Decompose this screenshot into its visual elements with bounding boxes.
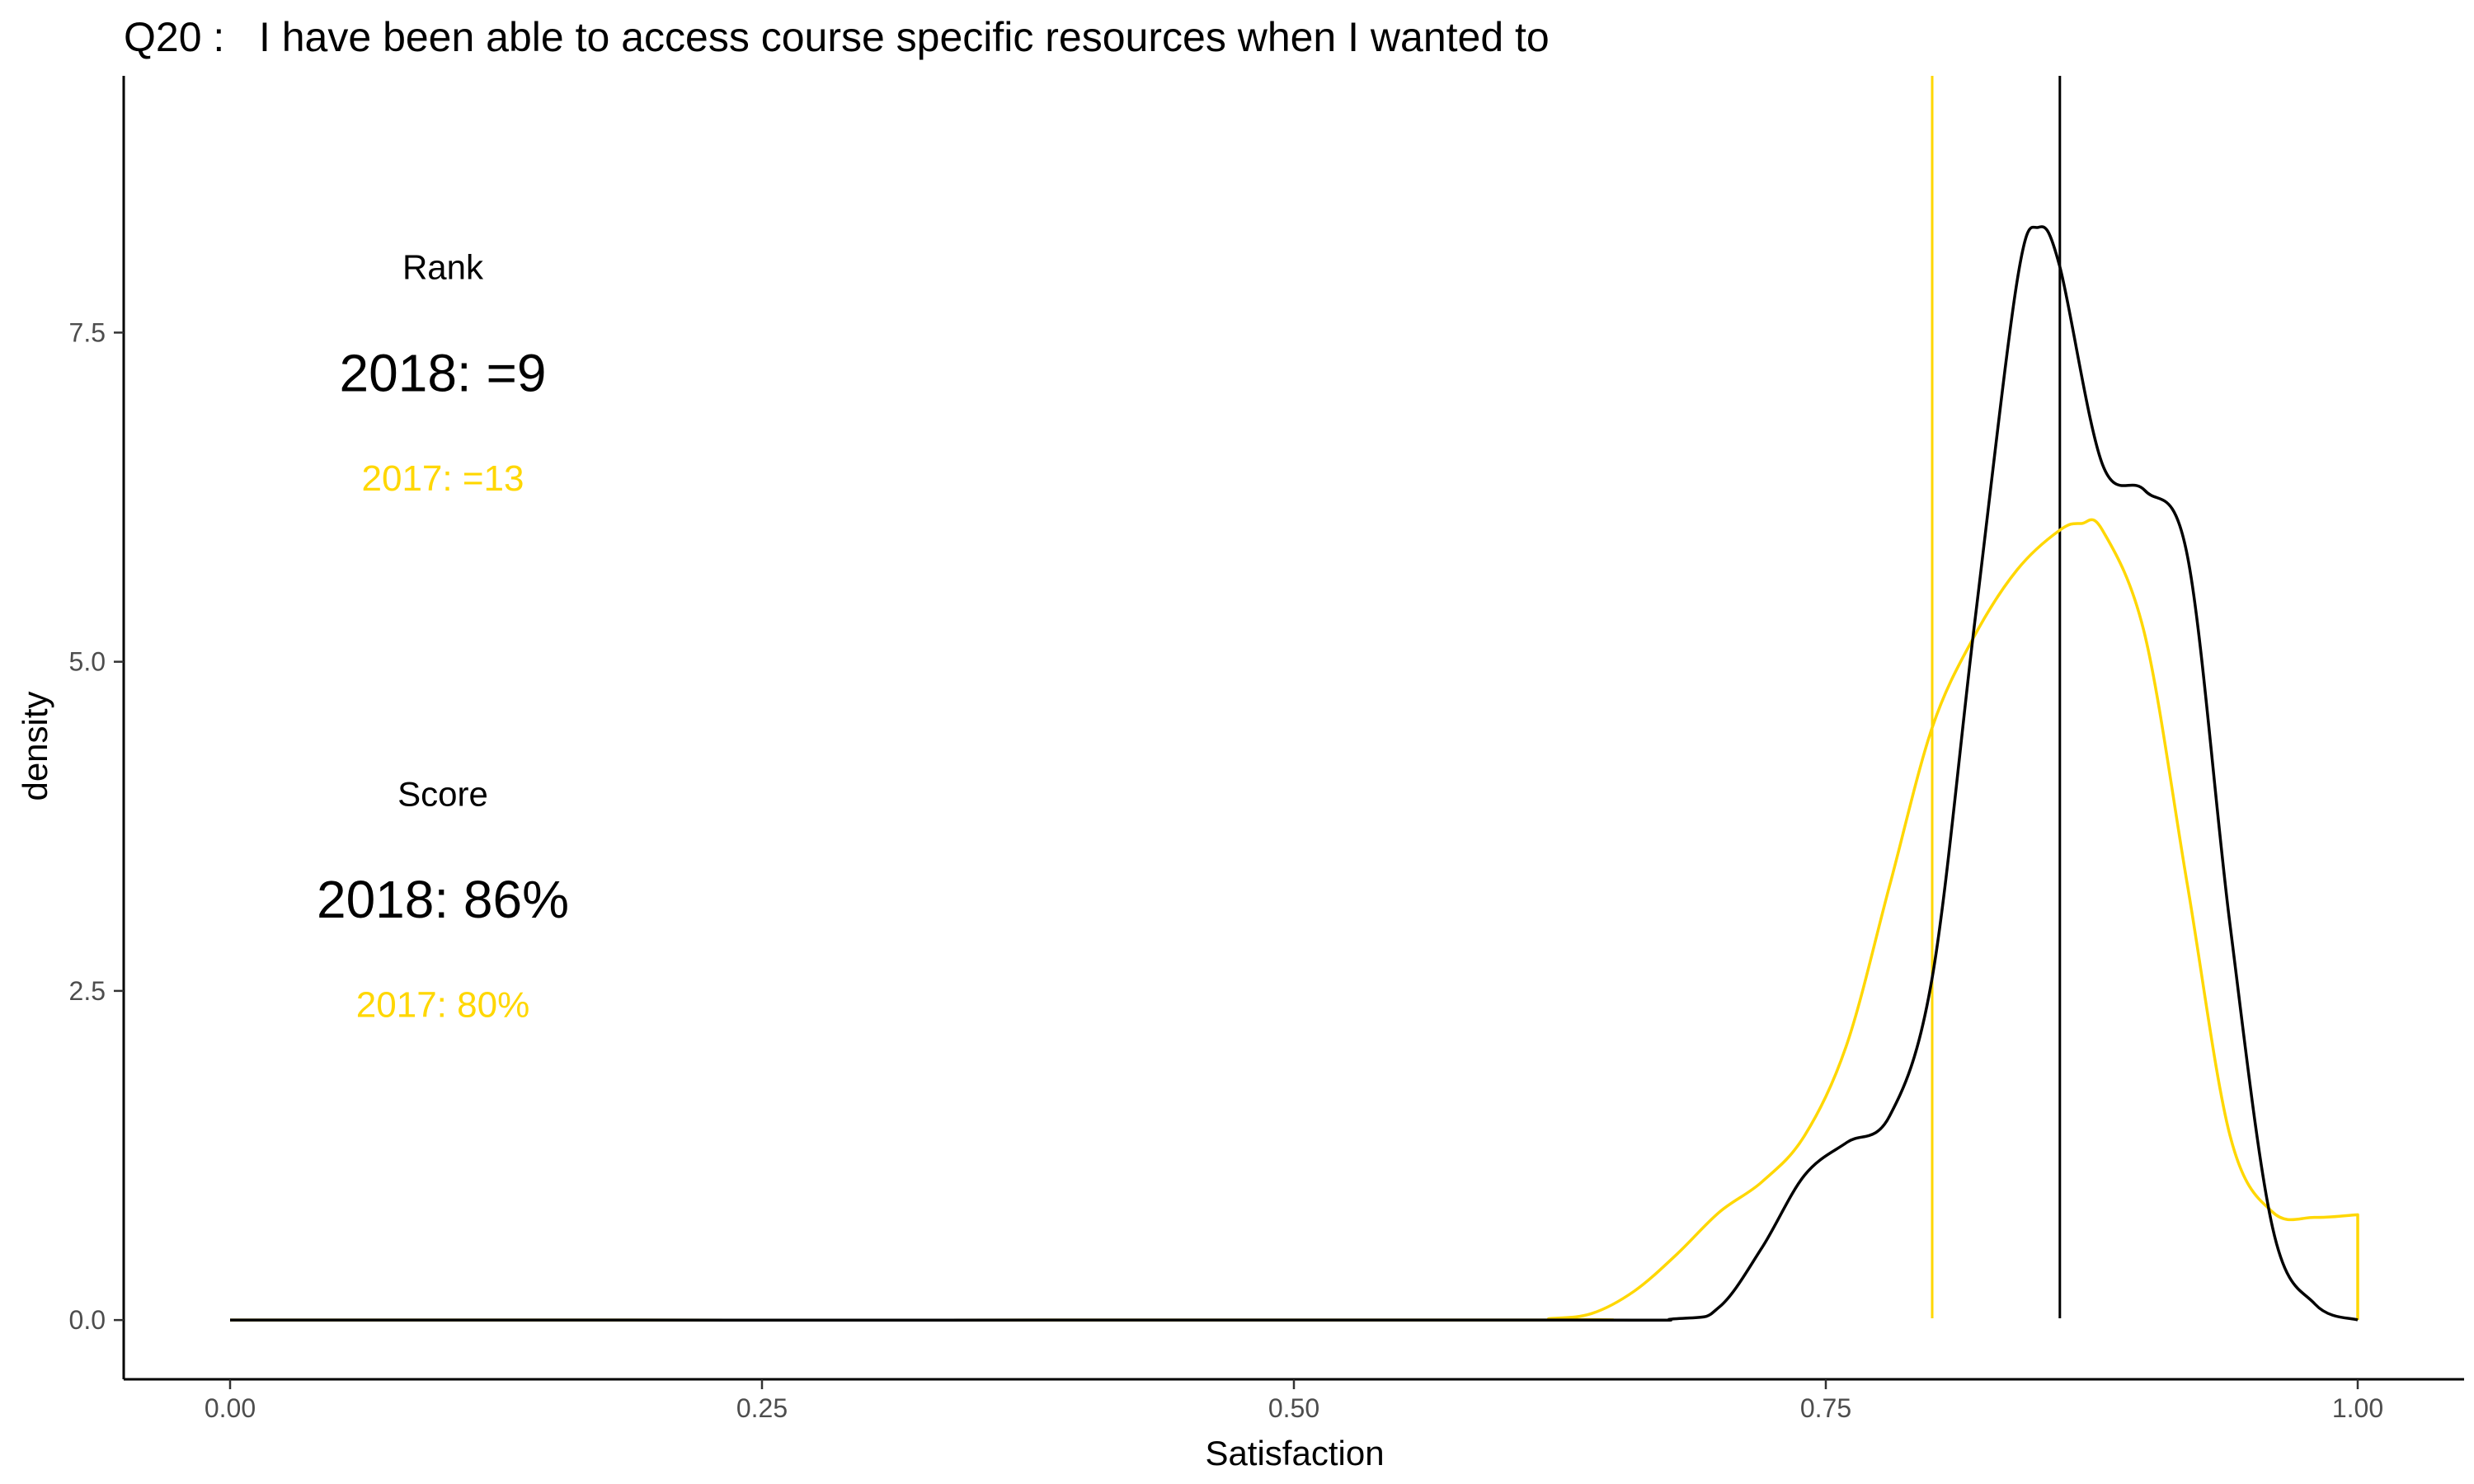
annotation-score-2017: 2017: 80%: [356, 985, 529, 1026]
y-tick-label: 2.5: [69, 976, 106, 1006]
annotation-rank-2017: 2017: =13: [362, 458, 524, 499]
density-curve-2018: [229, 225, 2359, 1322]
annotation-score-2018: 2018: 86%: [317, 870, 569, 929]
y-axis-title: density: [16, 691, 54, 801]
x-tick-label: 0.25: [736, 1393, 788, 1423]
annotation-score-label: Score: [397, 774, 488, 813]
chart-title: Q20 : I have been able to access course …: [124, 14, 1550, 60]
x-tick-label: 1.00: [2332, 1393, 2383, 1423]
y-tick-label: 0.0: [69, 1305, 106, 1335]
y-tick-label: 7.5: [69, 317, 106, 347]
y-tick-label: 5.0: [69, 647, 106, 677]
x-tick-label: 0.00: [205, 1393, 256, 1423]
x-tick-label: 0.50: [1268, 1393, 1319, 1423]
x-tick-label: 0.75: [1800, 1393, 1851, 1423]
x-axis-title: Satisfaction: [1205, 1434, 1384, 1472]
plot-area: 0.00 0.25 0.50 0.75 1.00 0.0 2.5 5.0 7.5 Rank 2018…: [69, 76, 2464, 1423]
annotation-rank-2018: 2018: =9: [340, 343, 547, 402]
annotation-rank-label: Rank: [402, 248, 484, 287]
